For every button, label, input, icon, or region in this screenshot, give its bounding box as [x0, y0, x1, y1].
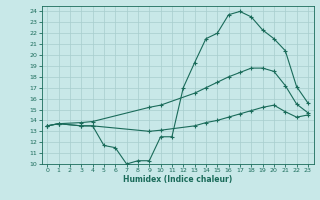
X-axis label: Humidex (Indice chaleur): Humidex (Indice chaleur) [123, 175, 232, 184]
